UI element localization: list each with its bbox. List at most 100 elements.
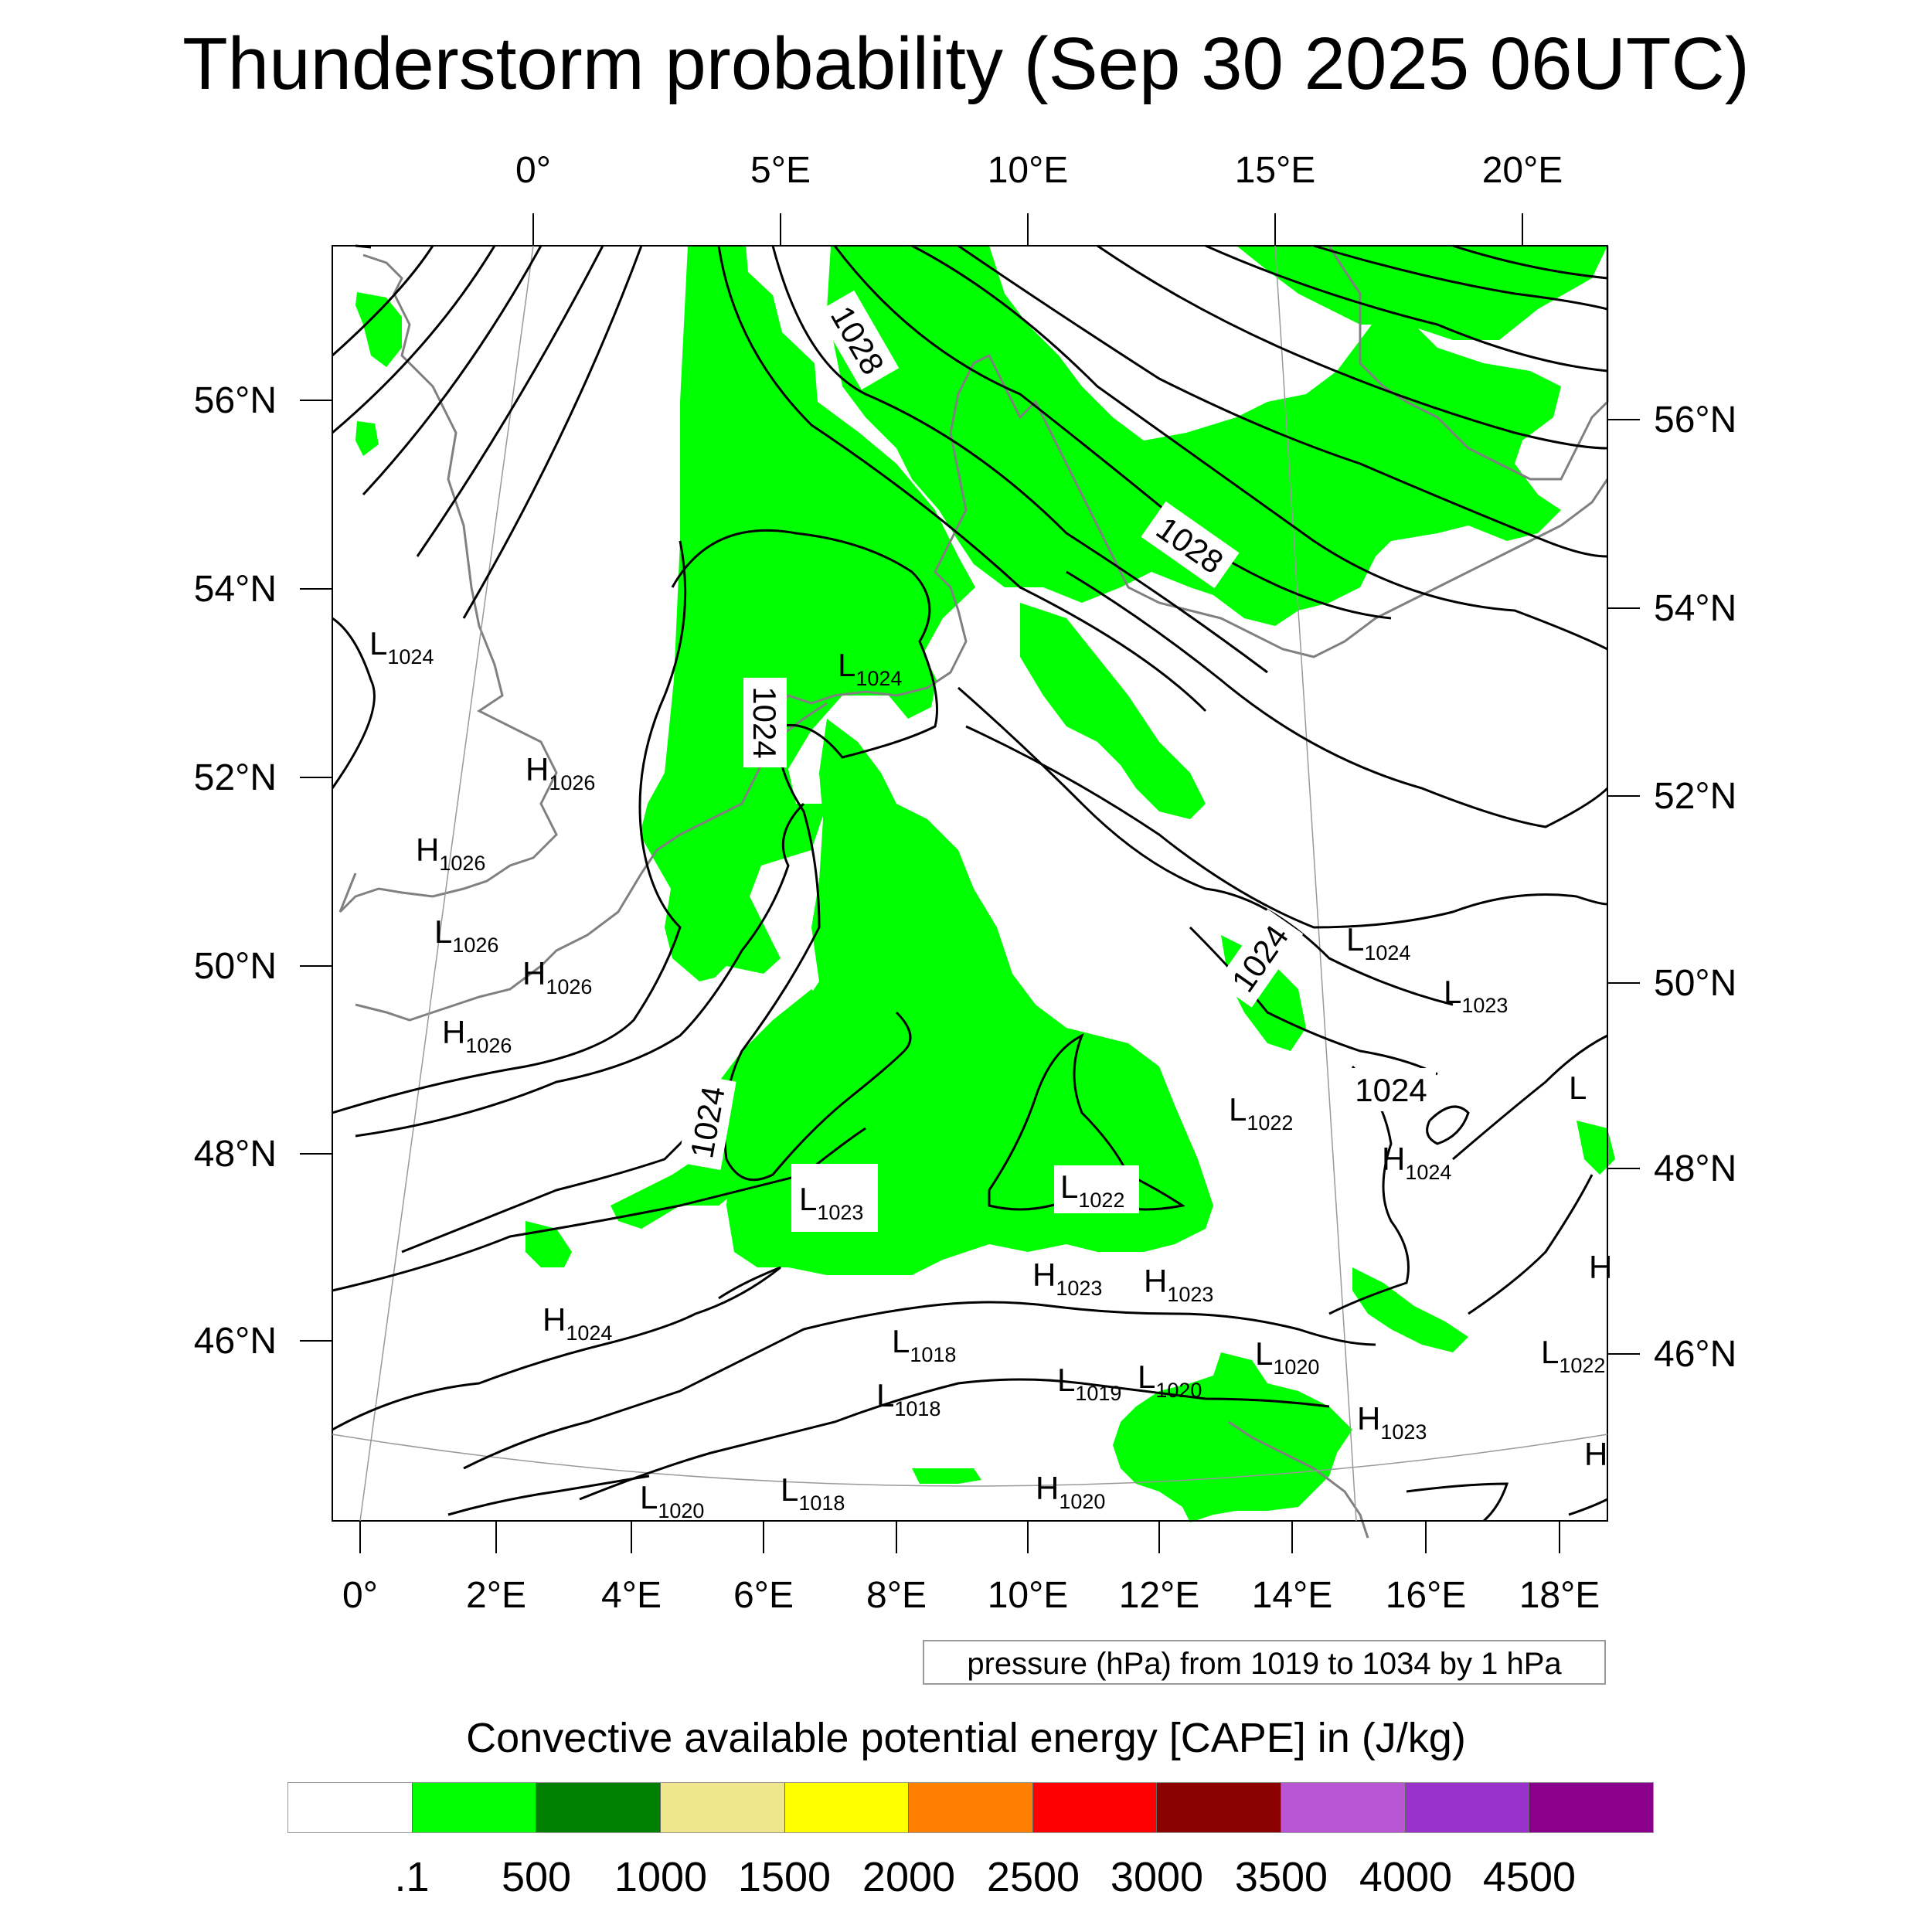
cape-region-scotland [355, 421, 379, 456]
legend-title: Convective available potential energy [C… [466, 1715, 1466, 1761]
pressure-center: H1023 [1032, 1257, 1102, 1300]
cape-region-germany [1020, 603, 1206, 819]
pressure-center: L1020 [1255, 1335, 1319, 1379]
isobar-label: 1024 [1355, 1072, 1427, 1108]
bottom-lon-label: 14°E [1252, 1575, 1333, 1616]
isobar-13 [1205, 244, 1608, 372]
isobar-west-1 [331, 617, 376, 789]
contour-info-box: pressure (hPa) from 1019 to 1034 by 1 hP… [923, 1640, 1606, 1685]
isobar-11 [957, 244, 1608, 558]
colorbar-tick-label: 500 [501, 1854, 572, 1900]
bottom-lon-label: 12°E [1119, 1575, 1200, 1616]
pressure-center: L1022 [1060, 1168, 1124, 1212]
left-lat-label: 50°N [194, 946, 277, 987]
coastline-great-britain [338, 253, 558, 913]
pressure-center-box [1054, 1165, 1139, 1213]
colorbar-tick-label: 1500 [737, 1854, 832, 1900]
bottom-lon-label: 2°E [466, 1575, 526, 1616]
edge-pressure-label: H [1589, 1249, 1612, 1285]
right-lat-label: 46°N [1654, 1334, 1736, 1375]
isobar-south-2 [463, 1301, 1376, 1470]
map-frame [332, 245, 1608, 1522]
edge-pressure-label: L [1569, 1070, 1587, 1106]
right-lat-label: 48°N [1654, 1148, 1736, 1189]
top-lon-label: 0° [515, 150, 551, 191]
isobar-label: 1024 [747, 686, 783, 758]
isobar-17 [965, 725, 1608, 929]
pressure-center: L1026 [434, 913, 498, 957]
bottom-lon-label: 18°E [1519, 1575, 1600, 1616]
edge-pressure-label: H [1584, 1436, 1607, 1472]
isobar-east-3 [1452, 1034, 1608, 1161]
axis-ticks [300, 213, 1640, 1553]
pressure-center: L1018 [781, 1471, 845, 1515]
left-lat-labels: 56°N 54°N 52°N 50°N 48°N 46°N [194, 380, 277, 1362]
left-lat-label: 46°N [194, 1321, 277, 1362]
colorbar-swatch [536, 1783, 661, 1832]
isobar-south-3 [579, 1378, 1330, 1501]
pressure-center: H1026 [442, 1014, 512, 1057]
isobar-west-2 [332, 540, 687, 1114]
map-title: Thunderstorm probability (Sep 30 2025 06… [182, 22, 1750, 105]
pressure-center: H1023 [1357, 1400, 1427, 1444]
isobar-east-2 [1328, 1065, 1410, 1315]
coastlines [338, 245, 1609, 1539]
pressure-center: L1024 [838, 647, 902, 690]
colorbar-tick-label: 2000 [862, 1854, 956, 1900]
coastline-netherlands [771, 353, 1609, 719]
isobar-9 [833, 245, 1392, 620]
parallel-45n [332, 1434, 1608, 1487]
colorbar-swatch [1157, 1783, 1282, 1832]
isobar-2 [332, 245, 434, 357]
right-lat-label: 52°N [1654, 776, 1736, 817]
coastline-adriatic [1228, 1420, 1369, 1539]
colorbar-tick-label: 4000 [1359, 1854, 1453, 1900]
bottom-lon-label: 10°E [988, 1575, 1069, 1616]
right-lat-label: 50°N [1654, 963, 1736, 1004]
cape-fill-regions [355, 246, 1615, 1522]
left-lat-label: 48°N [194, 1134, 277, 1175]
isobar-8 [771, 245, 1268, 674]
top-lon-label: 10°E [988, 150, 1069, 191]
colorbar-swatch [1281, 1783, 1406, 1832]
left-lat-label: 54°N [194, 569, 277, 610]
cape-region-east-baltic [1236, 246, 1607, 340]
pressure-center: L1022 [1229, 1091, 1293, 1134]
pressure-center: L1018 [892, 1323, 956, 1366]
isobar-south-1 [332, 1266, 781, 1431]
isobar-5 [416, 245, 604, 557]
pressure-center: L1018 [876, 1377, 940, 1420]
isobar-3 [332, 245, 496, 434]
pressure-center: L1023 [1444, 974, 1508, 1017]
colorbar-swatch [909, 1783, 1033, 1832]
bottom-lon-label: 16°E [1386, 1575, 1467, 1616]
cape-region-alps-small [912, 1468, 981, 1484]
pressure-center: H1023 [1144, 1263, 1213, 1306]
colorbar-tick-label: 2500 [986, 1854, 1080, 1900]
isobar-6 [462, 245, 643, 619]
cape-region-central [726, 719, 1213, 1275]
isobar-15 [1452, 244, 1608, 280]
colorbar-swatch [412, 1783, 537, 1832]
pressure-center: L1020 [640, 1479, 704, 1522]
colorbar-swatch [1405, 1783, 1530, 1832]
right-lat-label: 54°N [1654, 588, 1736, 629]
isobar-14 [1313, 244, 1608, 311]
colorbar-swatch [1529, 1783, 1654, 1832]
coastline-scandinavia [1328, 245, 1609, 481]
isobar-7 [717, 245, 1207, 713]
cape-region-denmark-baltic [827, 246, 1561, 626]
pressure-centers: L1024 L1024 H1026 H1026 L1026 H1026 H102… [369, 625, 1612, 1522]
pressure-center: H1026 [522, 955, 592, 998]
isobar-bottom-right [1568, 1498, 1608, 1516]
isobar-east-4 [1468, 1174, 1594, 1315]
cape-region-hungary [1352, 1267, 1468, 1352]
isobar-18 [957, 686, 1454, 1006]
isobars [331, 244, 1609, 1522]
bottom-lon-label: 0° [342, 1575, 378, 1616]
pressure-center: H1024 [543, 1301, 612, 1345]
left-lat-label: 56°N [194, 380, 277, 421]
top-lon-labels: 0° 5°E 10°E 15°E 20°E [515, 150, 1563, 191]
colorbar-tick-label: 3500 [1234, 1854, 1328, 1900]
bottom-lon-labels: 0° 2°E 4°E 6°E 8°E 10°E 12°E 14°E 16°E 1… [342, 1575, 1600, 1616]
